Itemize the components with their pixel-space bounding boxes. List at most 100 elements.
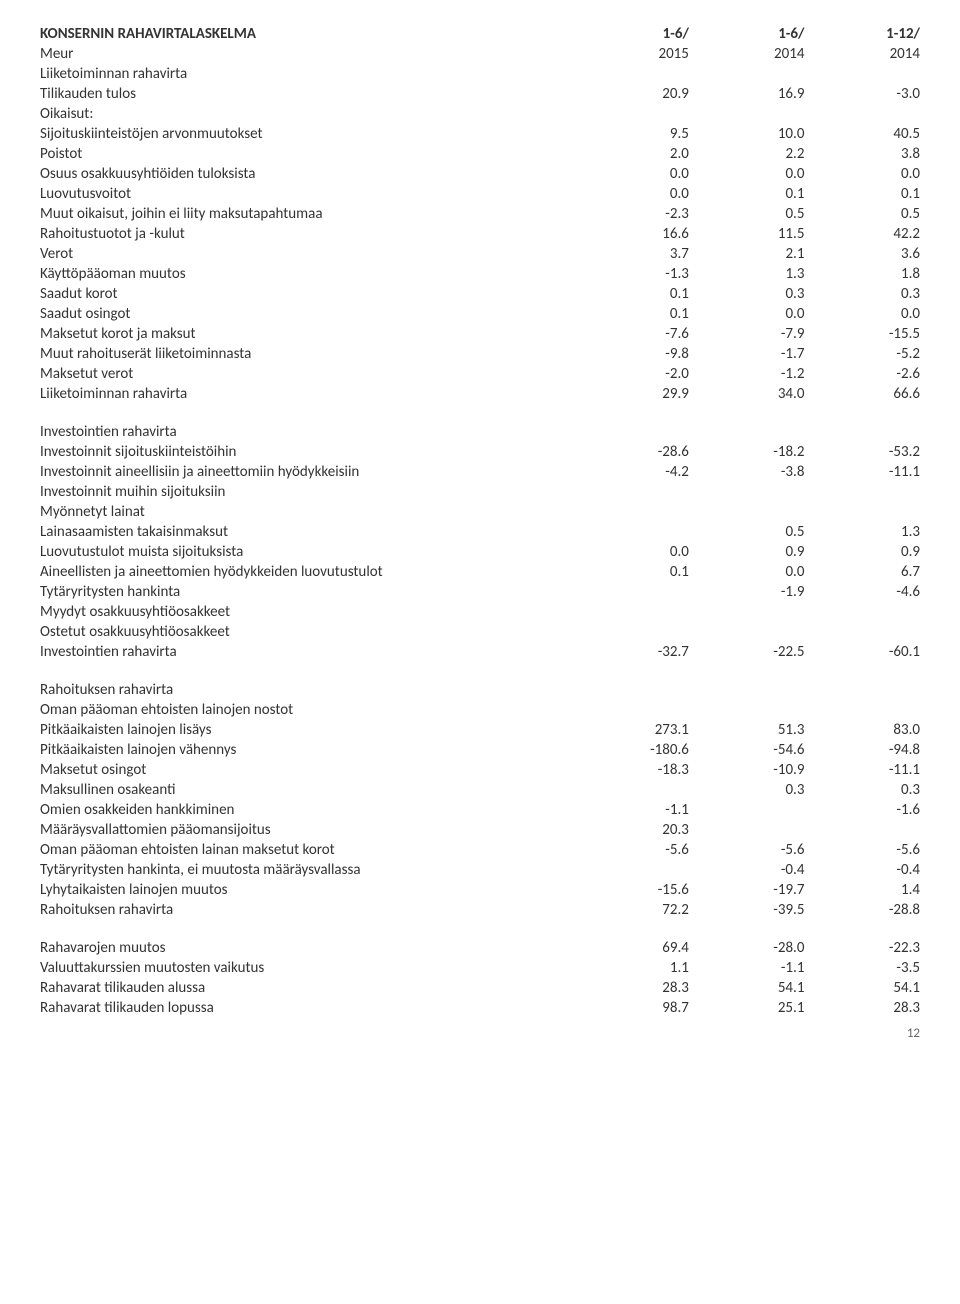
table-row: Liiketoiminnan rahavirta29.934.066.6 <box>40 384 920 404</box>
table-row: Tilikauden tulos20.916.9-3.0 <box>40 84 920 104</box>
table-row: Maksetut korot ja maksut-7.6-7.9-15.5 <box>40 324 920 344</box>
table-row: Saadut korot0.10.30.3 <box>40 284 920 304</box>
table-row: Aineellisten ja aineettomien hyödykkeide… <box>40 562 920 582</box>
row-value: -5.6 <box>804 840 920 860</box>
row-value: 1.1 <box>573 958 689 978</box>
row-label: Saadut osingot <box>40 304 573 324</box>
row-value <box>689 64 805 84</box>
row-value: -15.6 <box>573 880 689 900</box>
table-row: Pitkäaikaisten lainojen vähennys-180.6-5… <box>40 740 920 760</box>
row-value: 3.6 <box>804 244 920 264</box>
page-number: 12 <box>40 1026 920 1041</box>
row-value: -1.6 <box>804 800 920 820</box>
row-value: 6.7 <box>804 562 920 582</box>
row-value <box>804 820 920 840</box>
row-value <box>573 422 689 442</box>
row-value <box>804 700 920 720</box>
row-value: 3.7 <box>573 244 689 264</box>
row-value: 3.8 <box>804 144 920 164</box>
row-value: 0.3 <box>689 780 805 800</box>
row-label: KONSERNIN RAHAVIRTALASKELMA <box>40 24 573 44</box>
row-label: Omien osakkeiden hankkiminen <box>40 800 573 820</box>
row-label: Tilikauden tulos <box>40 84 573 104</box>
table-row: Verot3.72.13.6 <box>40 244 920 264</box>
row-value <box>573 104 689 124</box>
row-label: Rahavarojen muutos <box>40 938 573 958</box>
table-row: Oman pääoman ehtoisten lainojen nostot <box>40 700 920 720</box>
row-value: 0.0 <box>804 304 920 324</box>
table-row: Investoinnit muihin sijoituksiin <box>40 482 920 502</box>
table-row: Muut oikaisut, joihin ei liity maksutapa… <box>40 204 920 224</box>
table-row: Rahoituksen rahavirta72.2-39.5-28.8 <box>40 900 920 920</box>
row-label: Pitkäaikaisten lainojen vähennys <box>40 740 573 760</box>
row-label: Rahoitustuotot ja -kulut <box>40 224 573 244</box>
row-value: 0.0 <box>573 184 689 204</box>
row-value: -9.8 <box>573 344 689 364</box>
row-value: 2014 <box>804 44 920 64</box>
row-label: Ostetut osakkuusyhtiöosakkeet <box>40 622 573 642</box>
row-value: -4.2 <box>573 462 689 482</box>
row-label: Poistot <box>40 144 573 164</box>
row-value: -5.6 <box>689 840 805 860</box>
row-label: Liiketoiminnan rahavirta <box>40 64 573 84</box>
row-value: -2.0 <box>573 364 689 384</box>
row-value: 9.5 <box>573 124 689 144</box>
table-row: Rahavarojen muutos69.4-28.0-22.3 <box>40 938 920 958</box>
row-value <box>573 482 689 502</box>
row-value: -94.8 <box>804 740 920 760</box>
row-value <box>689 502 805 522</box>
row-label: Investoinnit muihin sijoituksiin <box>40 482 573 502</box>
row-value: 0.1 <box>573 284 689 304</box>
row-value <box>804 502 920 522</box>
row-value: 10.0 <box>689 124 805 144</box>
row-value: 0.0 <box>573 164 689 184</box>
row-label: Lainasaamisten takaisinmaksut <box>40 522 573 542</box>
row-value: 1-6/ <box>689 24 805 44</box>
row-value <box>689 622 805 642</box>
row-label: Maksetut korot ja maksut <box>40 324 573 344</box>
row-value: -15.5 <box>804 324 920 344</box>
row-value: 0.1 <box>573 562 689 582</box>
table-row: Investoinnit aineellisiin ja aineettomii… <box>40 462 920 482</box>
row-value: -7.6 <box>573 324 689 344</box>
table-row: Investointien rahavirta <box>40 422 920 442</box>
row-value: 83.0 <box>804 720 920 740</box>
row-label: Oikaisut: <box>40 104 573 124</box>
row-value: 29.9 <box>573 384 689 404</box>
row-label: Investointien rahavirta <box>40 422 573 442</box>
row-value: -28.0 <box>689 938 805 958</box>
row-label: Meur <box>40 44 573 64</box>
table-row: Liiketoiminnan rahavirta <box>40 64 920 84</box>
table-row: Maksetut osingot-18.3-10.9-11.1 <box>40 760 920 780</box>
row-value: -60.1 <box>804 642 920 662</box>
row-value: 54.1 <box>804 978 920 998</box>
row-label: Rahavarat tilikauden alussa <box>40 978 573 998</box>
row-value: 16.9 <box>689 84 805 104</box>
row-value: -53.2 <box>804 442 920 462</box>
row-label: Oman pääoman ehtoisten lainojen nostot <box>40 700 573 720</box>
row-value <box>689 104 805 124</box>
row-label: Muut oikaisut, joihin ei liity maksutapa… <box>40 204 573 224</box>
row-value: -0.4 <box>689 860 805 880</box>
row-value <box>804 622 920 642</box>
table-row: Poistot2.02.23.8 <box>40 144 920 164</box>
row-label: Maksetut verot <box>40 364 573 384</box>
row-value: 34.0 <box>689 384 805 404</box>
row-label: Rahoituksen rahavirta <box>40 900 573 920</box>
row-value <box>804 64 920 84</box>
row-value <box>573 700 689 720</box>
row-value: -19.7 <box>689 880 805 900</box>
row-value: 20.9 <box>573 84 689 104</box>
row-value: 1-12/ <box>804 24 920 44</box>
table-row: Pitkäaikaisten lainojen lisäys273.151.38… <box>40 720 920 740</box>
row-value: 0.5 <box>689 204 805 224</box>
table-row: KONSERNIN RAHAVIRTALASKELMA1-6/1-6/1-12/ <box>40 24 920 44</box>
row-value: -1.1 <box>573 800 689 820</box>
row-value: 0.5 <box>689 522 805 542</box>
row-value <box>689 700 805 720</box>
row-value: 72.2 <box>573 900 689 920</box>
row-value <box>573 780 689 800</box>
row-value: 28.3 <box>573 978 689 998</box>
table-row: Maksullinen osakeanti0.30.3 <box>40 780 920 800</box>
row-value: 16.6 <box>573 224 689 244</box>
